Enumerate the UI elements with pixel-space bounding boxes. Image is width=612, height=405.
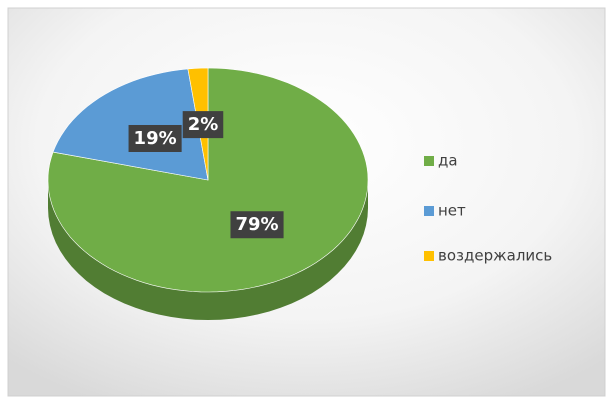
legend-label: воздержались [438, 247, 552, 265]
slice [52, 68, 209, 181]
data-label: 79% [235, 214, 278, 235]
legend-swatch [424, 156, 434, 166]
legend-label: да [438, 152, 458, 170]
data-label: 19% [134, 128, 177, 149]
legend-swatch [424, 251, 434, 261]
data-label-box [182, 111, 224, 139]
data-label: 2% [188, 114, 219, 135]
data-label-box [128, 124, 182, 152]
legend-label: нет [438, 202, 466, 220]
legend-swatch [424, 206, 434, 216]
slice-side [48, 180, 368, 320]
data-label-box [230, 211, 284, 239]
